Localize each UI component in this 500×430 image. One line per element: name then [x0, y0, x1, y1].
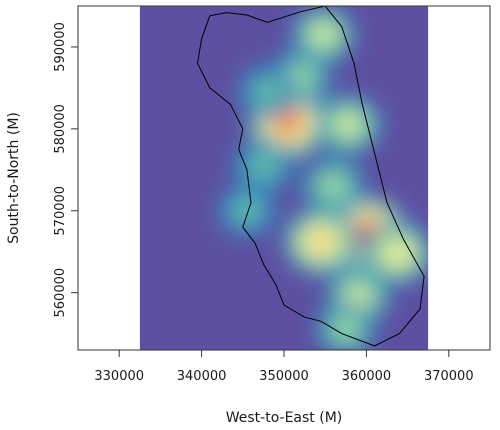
density-hotspot-8-level-4	[349, 289, 367, 305]
density-hotspot-10-level-2	[248, 152, 279, 180]
city-boundary-outline	[196, 5, 425, 347]
density-hotspot-9-level-3	[335, 320, 356, 339]
density-hotspot-0-level-8	[282, 117, 294, 127]
density-raster	[139, 6, 429, 350]
y-tick-label-0: 560000	[53, 268, 68, 318]
x-axis-title: West-to-East (M)	[226, 410, 343, 426]
x-tick-label-2: 350000	[259, 369, 309, 384]
y-tick-label-2: 580000	[53, 104, 68, 154]
x-axis: 330000 340000 350000 360000 370000	[94, 349, 474, 384]
density-hotspot-12-level-2	[232, 197, 262, 224]
density-hotspot-11-level-2	[252, 78, 283, 106]
y-tick-label-3: 590000	[53, 22, 68, 72]
x-tick-label-0: 330000	[94, 369, 144, 384]
x-tick-label-3: 360000	[342, 369, 392, 384]
density-hotspot-2-level-6	[314, 236, 328, 248]
density-hotspot-3-level-5	[390, 246, 405, 260]
density-hotspot-5-level-4	[315, 27, 332, 42]
x-tick-label-4: 370000	[424, 369, 474, 384]
y-axis-title: South-to-North (M)	[6, 112, 22, 244]
density-hotspot-6-level-3	[289, 68, 312, 88]
x-tick-label-1: 340000	[177, 369, 227, 384]
y-tick-label-1: 570000	[53, 186, 68, 236]
density-hotspot-4-level-4	[339, 117, 357, 133]
y-axis: 560000 570000 580000 590000	[53, 22, 79, 318]
density-hotspot-7-level-3	[322, 176, 345, 196]
